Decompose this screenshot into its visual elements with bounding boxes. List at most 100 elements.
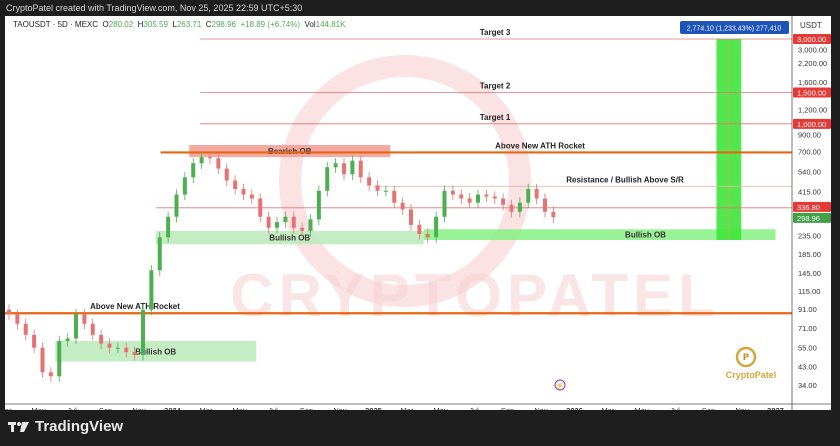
time-tick-label: May xyxy=(232,406,246,410)
candle-body xyxy=(316,190,321,220)
candle-body xyxy=(182,177,187,195)
candle-body xyxy=(392,190,397,203)
candle-body xyxy=(434,216,439,238)
candle-body xyxy=(350,160,355,175)
candle-body xyxy=(417,224,422,234)
price-tick-label: 900.00 xyxy=(798,130,821,139)
time-tick-label: Mar xyxy=(401,406,414,410)
high-value: 305.59 xyxy=(143,20,168,29)
time-tick-label: 2024 xyxy=(164,406,182,410)
low-label: L xyxy=(172,20,177,29)
candle-body xyxy=(74,314,78,339)
candle-body xyxy=(450,190,455,195)
candle-body xyxy=(291,216,296,228)
price-label-text: 298.96 xyxy=(797,214,820,223)
price-tick-label: 43.00 xyxy=(798,363,817,372)
candle-body xyxy=(367,177,372,186)
close-label: C xyxy=(205,20,212,29)
time-tick-label: Jul xyxy=(67,406,77,410)
time-tick-label: Sep xyxy=(702,406,715,410)
candle-body xyxy=(166,216,171,238)
time-tick-label: Mar xyxy=(5,406,12,410)
open-value: 280.02 xyxy=(108,20,134,29)
cryptopatel-logo-icon xyxy=(735,346,757,368)
candle-body xyxy=(258,198,263,217)
time-tick-label: May xyxy=(433,406,447,410)
lightning-icon xyxy=(554,379,566,391)
price-tick-label: 415.00 xyxy=(798,188,821,197)
level-label: Above New ATH Rocket xyxy=(90,302,180,311)
time-tick-label: Jul xyxy=(268,406,278,410)
price-tick-label: 1,200.00 xyxy=(798,106,827,115)
time-tick-label: Sep xyxy=(99,406,112,410)
candle-body xyxy=(48,372,53,377)
candle-body xyxy=(300,227,305,231)
candle-body xyxy=(216,158,221,169)
tradingview-footer[interactable]: TradingView xyxy=(8,418,123,435)
time-tick-label: Nov xyxy=(735,406,749,410)
candle-body xyxy=(308,219,313,231)
candle-body xyxy=(484,194,489,197)
candle-body xyxy=(115,347,120,349)
candle-body xyxy=(501,198,506,205)
price-label-text: 1,000.00 xyxy=(797,120,826,129)
candle-body xyxy=(241,188,246,195)
price-label-badge xyxy=(793,34,831,44)
candle-body xyxy=(383,190,388,192)
candle-body xyxy=(141,309,145,356)
price-tick-label: 185.00 xyxy=(798,250,821,259)
candle-body xyxy=(425,233,430,238)
time-tick-label: Mar xyxy=(602,406,615,410)
price-label-badge xyxy=(793,201,831,212)
time-tick-label: Jul xyxy=(469,406,479,410)
candle-body xyxy=(149,270,154,310)
measure-badge xyxy=(680,21,789,34)
candle-body xyxy=(517,202,522,212)
level-label: Resistance / Bullish Above S/R xyxy=(566,175,684,184)
price-tick-label: 115.00 xyxy=(798,287,820,296)
candle-body xyxy=(107,343,112,348)
price-tick-label: 71.00 xyxy=(798,324,817,333)
time-tick-label: Sep xyxy=(501,406,514,410)
price-tick-label: 91.00 xyxy=(798,305,817,314)
volume-label: Vol xyxy=(304,20,316,29)
candle-body xyxy=(534,188,539,199)
order-block-zone xyxy=(423,229,776,241)
price-tick-label: 2,200.00 xyxy=(798,59,827,68)
symbol-label[interactable]: TAOUSDT · 5D · MEXC xyxy=(13,20,99,29)
low-value: 263.71 xyxy=(176,20,202,29)
zone-label: Bullish OB xyxy=(269,234,310,243)
price-axis-unit: USDT xyxy=(800,21,822,30)
time-tick-label: Nov xyxy=(333,406,347,410)
candle-body xyxy=(23,323,28,335)
time-tick-label: 2027 xyxy=(767,406,784,410)
open-label: O xyxy=(102,20,109,29)
candle-body xyxy=(7,309,11,315)
candle-body xyxy=(467,198,472,203)
candle-body xyxy=(191,163,196,178)
ohlc-legend: TAOUSDT · 5D · MEXC O280.02 H305.59 L263… xyxy=(13,20,345,29)
price-tick-label: 235.00 xyxy=(798,232,821,241)
candle-body xyxy=(233,180,238,189)
candle-body xyxy=(40,347,45,373)
order-block-zone xyxy=(189,144,391,158)
change-value: +18.89 (+6.74%) xyxy=(240,20,301,29)
time-tick-label: May xyxy=(634,406,648,410)
candle-body xyxy=(132,352,137,356)
chart-caption: CryptoPatel created with TradingView.com… xyxy=(6,3,303,13)
candle-body xyxy=(208,157,212,159)
volume-value: 144.81K xyxy=(315,20,346,29)
candle-body xyxy=(333,163,338,168)
price-label-text: 336.80 xyxy=(797,203,820,212)
candle-body xyxy=(90,323,95,335)
candle-body xyxy=(400,202,405,210)
time-tick-label: Nov xyxy=(132,406,146,410)
candle-body xyxy=(57,341,62,377)
logo-text: CryptoPatel xyxy=(726,370,777,380)
time-tick-label: May xyxy=(31,406,45,410)
high-label: H xyxy=(137,20,144,29)
time-tick-label: Jul xyxy=(670,406,680,410)
level-label: Target 3 xyxy=(480,28,511,37)
